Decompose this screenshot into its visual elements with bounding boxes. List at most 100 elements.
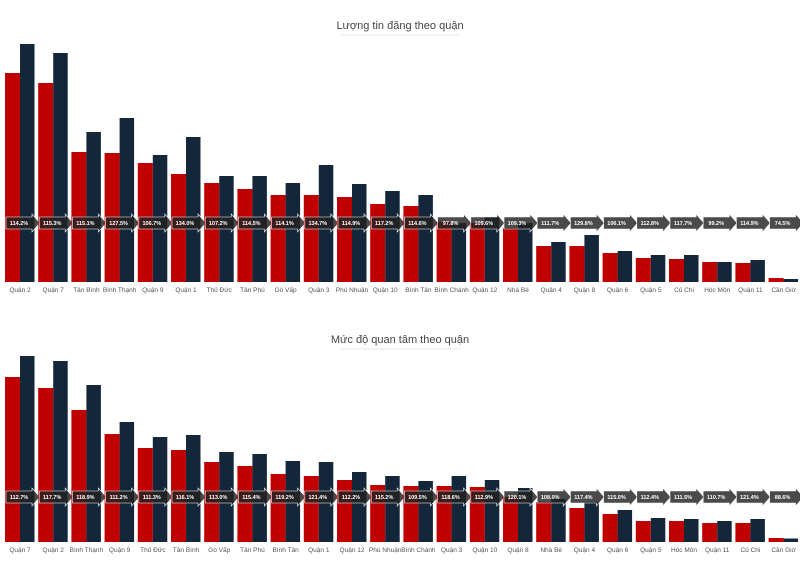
bar-series1 <box>702 523 718 542</box>
bar-series2 <box>352 472 367 542</box>
category-label: Bình Tân <box>405 287 432 294</box>
arrow-label-shape <box>702 213 738 233</box>
category-label: Bình Thạnh <box>70 547 104 554</box>
ratio-label: 114.1% <box>275 221 293 227</box>
arrow-label-shape <box>570 487 605 507</box>
ratio-label: 118.6% <box>441 495 459 501</box>
chart-1: Lượng tin đăng theo quận Quận 2 114.2% Quận… <box>5 20 800 294</box>
ratio-label: 117.4% <box>574 495 592 501</box>
ratio-label: 112.2% <box>342 495 360 501</box>
bar-series1 <box>38 388 54 542</box>
category-label: Bình Chánh <box>401 547 436 554</box>
bar-series1 <box>569 246 585 282</box>
ratio-label: 111.2% <box>110 495 128 501</box>
arrow-label-shape <box>603 487 639 507</box>
category-label: Cần Giờ <box>771 285 796 294</box>
bar-series2 <box>650 255 666 282</box>
bar-series2 <box>186 137 201 282</box>
bar-series1 <box>702 262 718 282</box>
arrow-label-shape <box>5 487 41 507</box>
arrow-label-shape <box>204 213 240 233</box>
ratio-label: 114.9% <box>740 221 758 227</box>
bar-series1 <box>436 222 452 282</box>
category-label: Tân Bình <box>73 287 100 294</box>
ratio-label: 107.2% <box>209 221 228 227</box>
category-label: Hóc Môn <box>671 547 697 554</box>
category-label: Hóc Môn <box>704 287 730 294</box>
bar-series1 <box>669 521 684 542</box>
bar-series2 <box>617 251 633 282</box>
bar-series1 <box>635 521 651 542</box>
arrow-label-shape <box>38 213 74 233</box>
arrow-label-shape <box>304 487 340 507</box>
bar-series1 <box>536 246 552 282</box>
category-label: Gò Vấp <box>208 545 230 554</box>
bar-series1 <box>204 183 220 282</box>
category-label: Bình Chánh <box>434 287 469 294</box>
category-label: Phú Nhuận <box>336 287 369 294</box>
bar-series2 <box>119 422 135 542</box>
chart-2: Mức độ quan tâm theo quận Quận 7 112.7% Quậ… <box>5 334 800 554</box>
arrow-label-shape <box>138 487 174 507</box>
bar-series2 <box>783 279 799 282</box>
ratio-label: 113.0% <box>209 495 227 501</box>
ratio-label: 117.2% <box>375 221 393 227</box>
ratio-label: 88.6% <box>775 495 791 501</box>
category-label: Quận 10 <box>472 547 497 554</box>
bar-series2 <box>518 223 533 282</box>
category-label: Gò Vấp <box>275 285 297 294</box>
bar-series1 <box>5 73 20 282</box>
category-label: Quận 4 <box>541 287 563 294</box>
arrow-label-shape <box>736 213 771 233</box>
bar-series1 <box>337 480 352 542</box>
category-label: Quận 9 <box>142 287 164 294</box>
ratio-label: 109.6% <box>474 221 493 227</box>
ratio-label: 134.7% <box>308 221 327 227</box>
category-label: Quận 5 <box>640 547 662 554</box>
category-label: Quận 9 <box>109 547 131 554</box>
category-label: Cần Giờ <box>771 545 796 554</box>
ratio-label: 114.5% <box>242 221 260 227</box>
bar-series2 <box>20 356 35 542</box>
bar-series1 <box>303 476 319 542</box>
ratio-label: 117.7% <box>43 495 61 501</box>
category-label: Tân Phú <box>240 287 265 294</box>
arrow-label-shape <box>404 213 439 233</box>
category-label: Quận 1 <box>308 547 330 554</box>
bar-series2 <box>584 502 599 542</box>
category-label: Bình Thạnh <box>103 287 137 294</box>
category-label: Thủ Đức <box>140 546 166 554</box>
category-label: Quận 2 <box>9 287 31 294</box>
arrow-label-shape <box>636 487 672 507</box>
arrow-label-shape <box>105 487 141 507</box>
arrow-label-shape <box>536 213 572 233</box>
ratio-label: 106.1% <box>607 221 626 227</box>
category-label: Tân Phú <box>240 547 265 554</box>
arrow-label-shape <box>470 487 506 507</box>
category-label: Tân Bình <box>173 547 200 554</box>
bar-series2 <box>750 260 765 282</box>
bar-series2 <box>584 235 599 282</box>
bar-series2 <box>650 518 666 542</box>
bar-series2 <box>352 184 367 282</box>
ratio-label: 120.1% <box>508 495 527 501</box>
bar-series1 <box>635 258 651 282</box>
ratio-label: 109.3% <box>508 221 527 227</box>
category-label: Quận 10 <box>373 287 398 294</box>
arrow-label-shape <box>271 213 307 233</box>
chart-title: Mức độ quan tâm theo quận <box>331 334 469 346</box>
arrow-label-shape <box>603 213 639 233</box>
ratio-label: 110.7% <box>707 495 725 501</box>
bar-series2 <box>783 538 799 542</box>
bar-series1 <box>569 508 585 542</box>
ratio-label: 115.2% <box>375 495 393 501</box>
bar-series1 <box>536 502 552 542</box>
arrow-label-shape <box>171 213 207 233</box>
bar-series1 <box>768 278 784 282</box>
ratio-label: 115.3% <box>43 221 61 227</box>
ratio-label: 111.3% <box>143 495 161 501</box>
ratio-label: 99.2% <box>708 221 724 227</box>
category-label: Quận 5 <box>640 287 662 294</box>
bar-series1 <box>602 514 618 542</box>
